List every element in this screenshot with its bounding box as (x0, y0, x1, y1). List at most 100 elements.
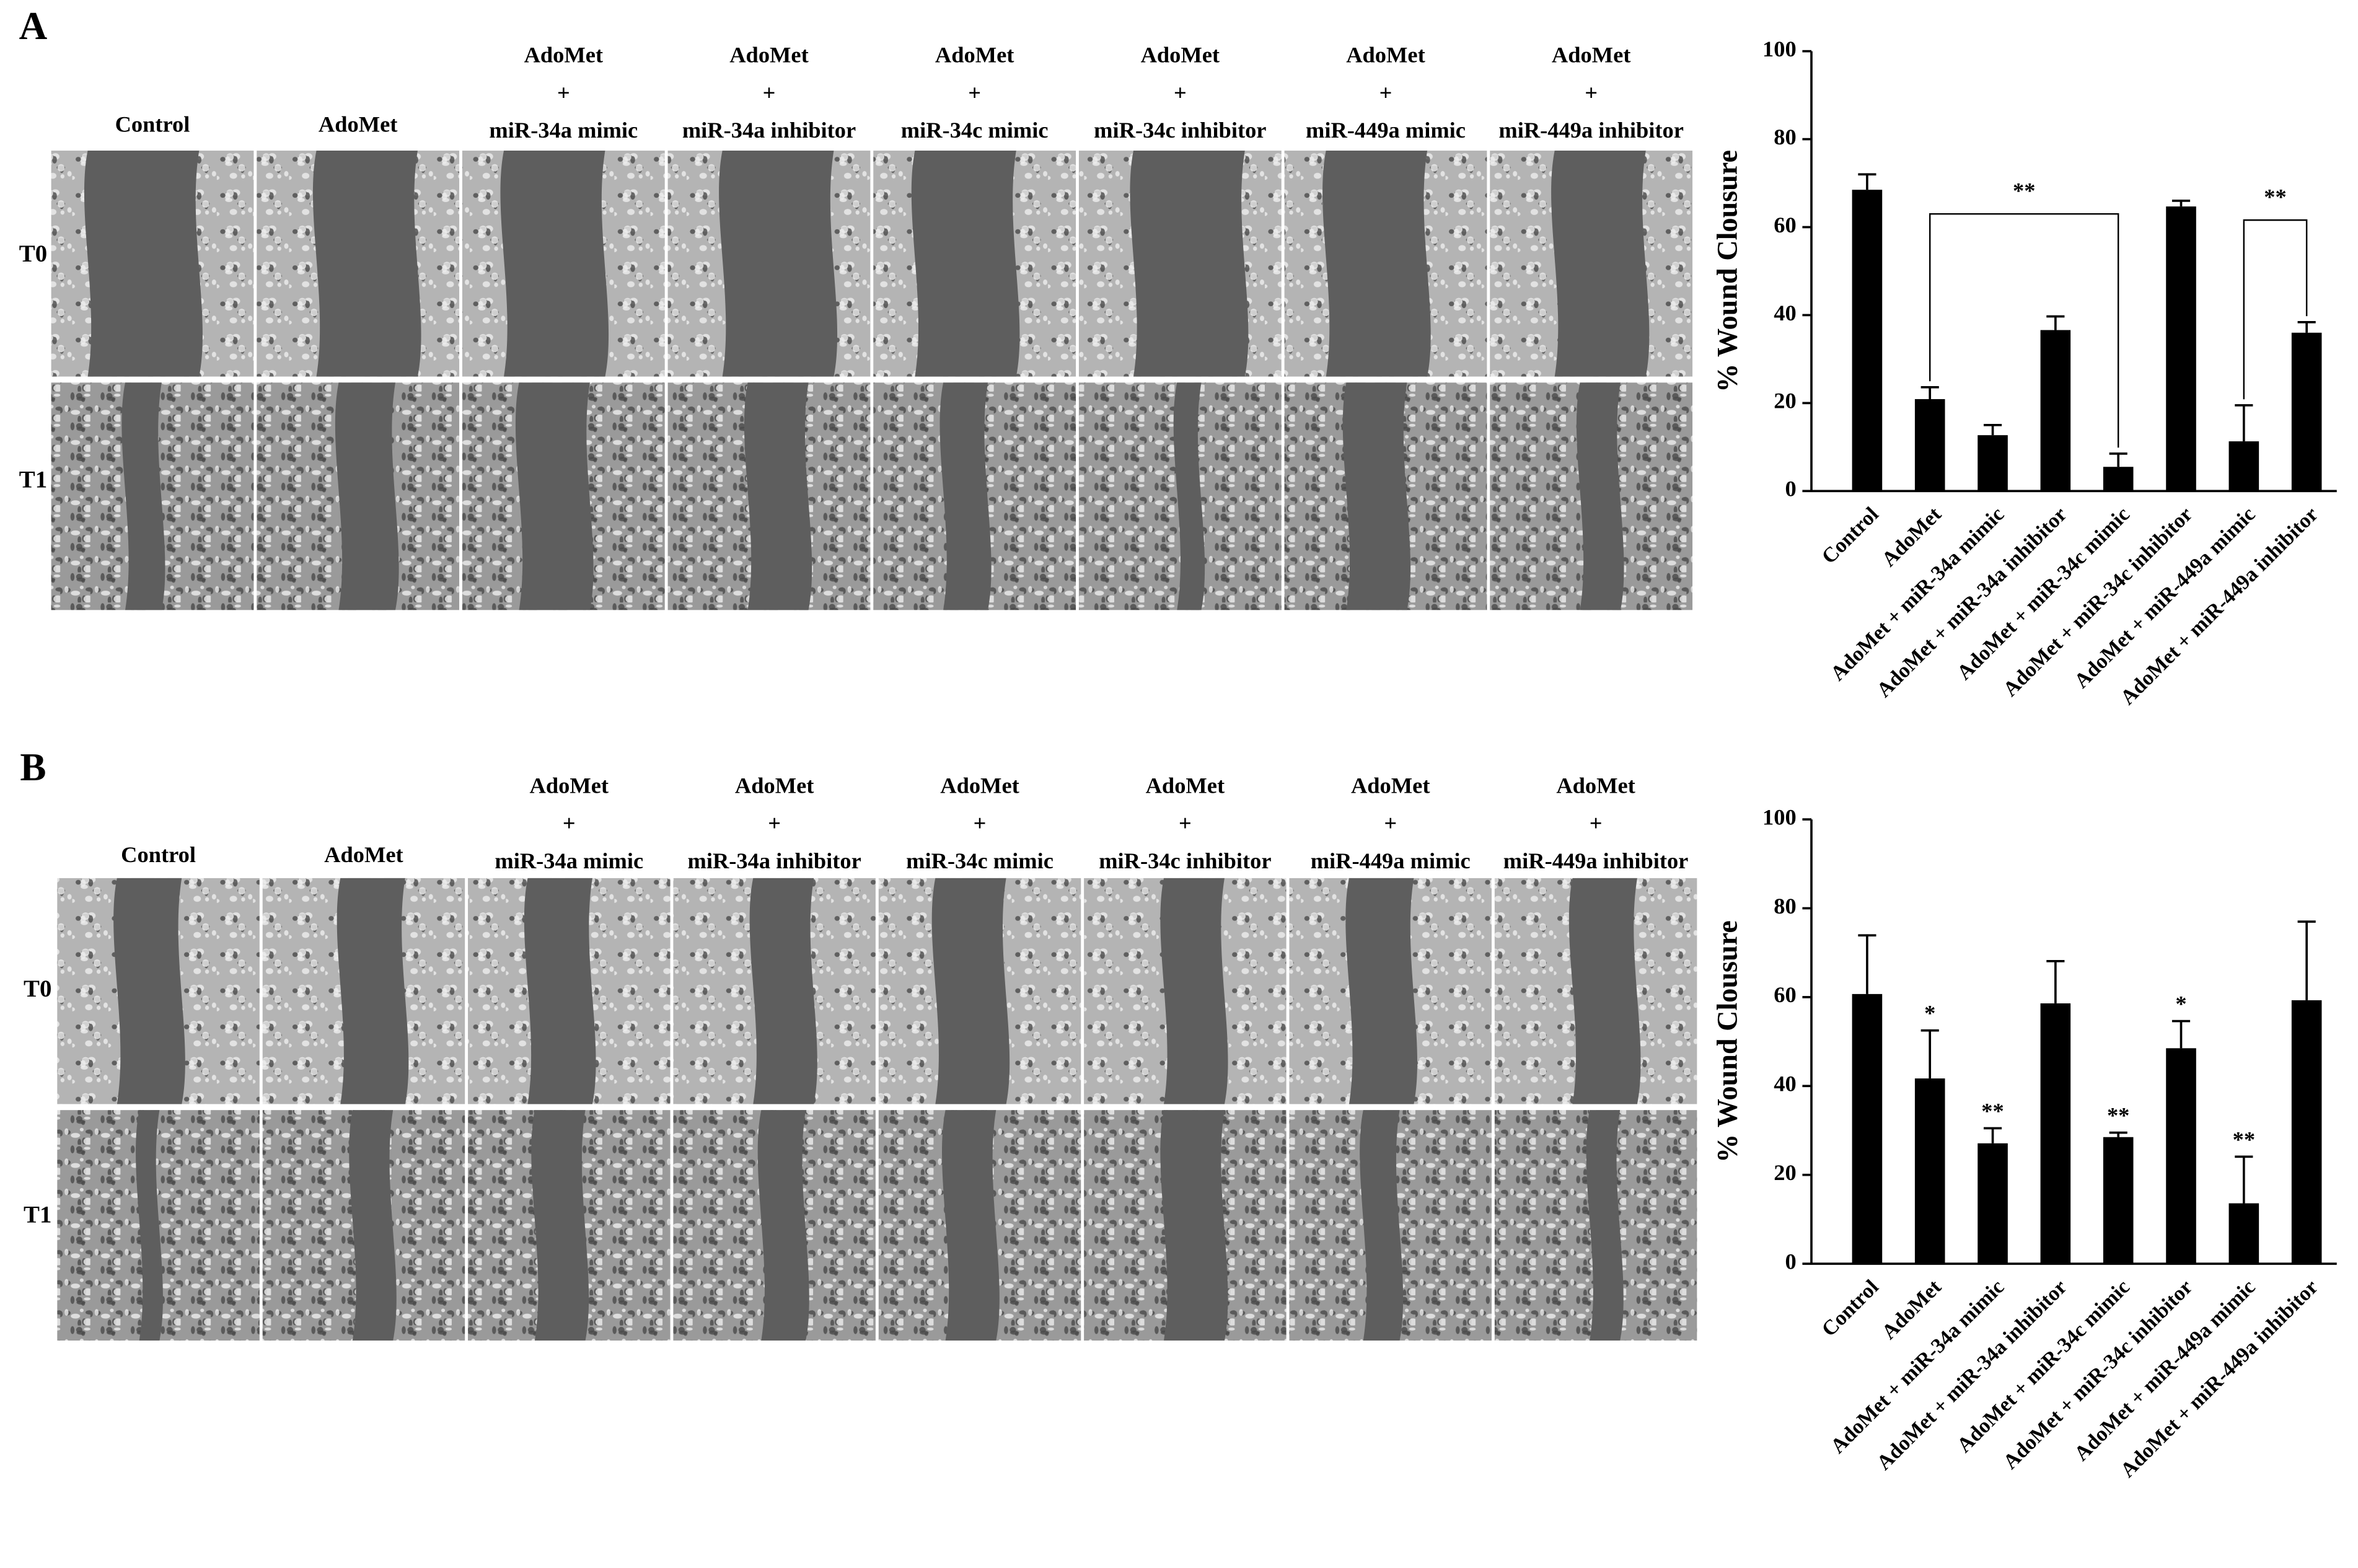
column-header: miR-34c mimic (906, 848, 1054, 873)
column-header: + (768, 811, 781, 835)
row-label: T0 (24, 976, 51, 1002)
bar (1914, 399, 1945, 491)
bar (1914, 1078, 1945, 1264)
y-tick-label: 20 (1774, 1160, 1796, 1185)
y-tick-label: 60 (1774, 213, 1796, 237)
wound-gap (931, 878, 1010, 1104)
significance: ** (1981, 1098, 2004, 1123)
bar (1852, 993, 1883, 1264)
bar (2228, 1203, 2259, 1264)
column-header: miR-34a inhibitor (682, 118, 856, 143)
wound-gap (531, 1110, 589, 1341)
wound-gap (942, 1110, 1000, 1341)
significance: * (1924, 1001, 1935, 1026)
bar (1852, 190, 1883, 491)
column-header: AdoMet (324, 842, 403, 867)
column-header: AdoMet (1556, 773, 1635, 798)
y-tick-label: 60 (1774, 982, 1796, 1007)
column-header: miR-449a mimic (1306, 118, 1466, 143)
wound-gap (312, 151, 421, 377)
y-tick-label: 40 (1774, 301, 1796, 325)
wound-gap (1568, 878, 1641, 1104)
significance: ** (2233, 1127, 2255, 1152)
y-tick-label: 100 (1762, 804, 1797, 829)
column-header: AdoMet (1351, 773, 1430, 798)
bar (2040, 1003, 2071, 1264)
bracket (1929, 213, 2119, 448)
bar (2103, 1137, 2134, 1264)
column-header: + (968, 80, 981, 105)
wound-gap (719, 151, 838, 377)
y-tick-label: 0 (1785, 1249, 1796, 1274)
y-axis-label: % Wound Clousure (1711, 920, 1743, 1163)
column-header: + (1379, 80, 1392, 105)
column-header: + (563, 811, 576, 835)
y-axis-label: % Wound Clousure (1711, 150, 1743, 392)
column-header: + (1590, 811, 1603, 835)
wound-gap (1345, 878, 1418, 1104)
bar (2291, 1000, 2322, 1264)
wound-gap (1360, 1110, 1404, 1341)
y-tick-label: 100 (1762, 37, 1797, 61)
x-tick-label: Control (1818, 503, 1883, 568)
column-header: AdoMet (319, 112, 397, 137)
wound-gap (1130, 151, 1249, 377)
wound-gap (939, 382, 992, 610)
column-header: AdoMet (524, 43, 603, 68)
row-label: T0 (19, 240, 47, 267)
significance: ** (2013, 178, 2035, 203)
column-header: + (1585, 80, 1598, 105)
significance: ** (2264, 184, 2286, 209)
x-tick-label: Control (1818, 1275, 1883, 1341)
column-header: miR-34a inhibitor (687, 848, 861, 873)
column-header: AdoMet (940, 773, 1019, 798)
bar (2166, 206, 2196, 491)
wound-gap (1160, 878, 1228, 1104)
column-header: AdoMet (735, 773, 814, 798)
column-header: miR-34c inhibitor (1099, 848, 1271, 873)
bracket (2243, 219, 2308, 400)
column-header: + (1384, 811, 1397, 835)
wound-gap (911, 151, 1020, 377)
wound-gap (1551, 151, 1650, 377)
y-tick-label: 80 (1774, 125, 1796, 149)
significance: ** (2107, 1103, 2129, 1128)
column-header: Control (115, 112, 190, 137)
column-header: AdoMet (1146, 773, 1225, 798)
column-header: + (1179, 811, 1192, 835)
wound-gap (136, 1110, 163, 1341)
bar (2040, 330, 2071, 491)
column-header: AdoMet (530, 773, 609, 798)
row-label: T1 (24, 1202, 51, 1228)
bar (1977, 1143, 2008, 1264)
wound-gap (744, 382, 812, 610)
column-header: miR-34a mimic (489, 118, 638, 143)
wound-gap (524, 878, 596, 1104)
column-header: AdoMet (1141, 43, 1220, 68)
row-label: T1 (19, 467, 47, 493)
column-header: miR-34a mimic (495, 848, 643, 873)
column-header: miR-449a inhibitor (1498, 118, 1684, 143)
column-header: AdoMet (1552, 43, 1630, 68)
wound-gap (1173, 382, 1205, 610)
bar (2103, 467, 2134, 491)
y-tick-label: 80 (1774, 894, 1796, 918)
wound-gap (121, 382, 165, 610)
wound-gap (757, 1110, 809, 1341)
y-tick-label: 20 (1774, 389, 1796, 413)
wound-gap (113, 878, 185, 1104)
wound-gap (749, 878, 817, 1104)
column-header: miR-449a mimic (1311, 848, 1471, 873)
panel-label: A (19, 4, 48, 48)
column-header: miR-34c mimic (901, 118, 1049, 143)
column-header: + (1174, 80, 1187, 105)
column-header: + (763, 80, 776, 105)
column-header: AdoMet (935, 43, 1014, 68)
bar (2166, 1048, 2196, 1264)
wound-gap (349, 1110, 397, 1341)
wound-gap (337, 878, 409, 1104)
panel-label: B (20, 746, 46, 789)
bar (2228, 441, 2259, 491)
bar (1977, 435, 2008, 491)
wound-gap (335, 382, 399, 610)
